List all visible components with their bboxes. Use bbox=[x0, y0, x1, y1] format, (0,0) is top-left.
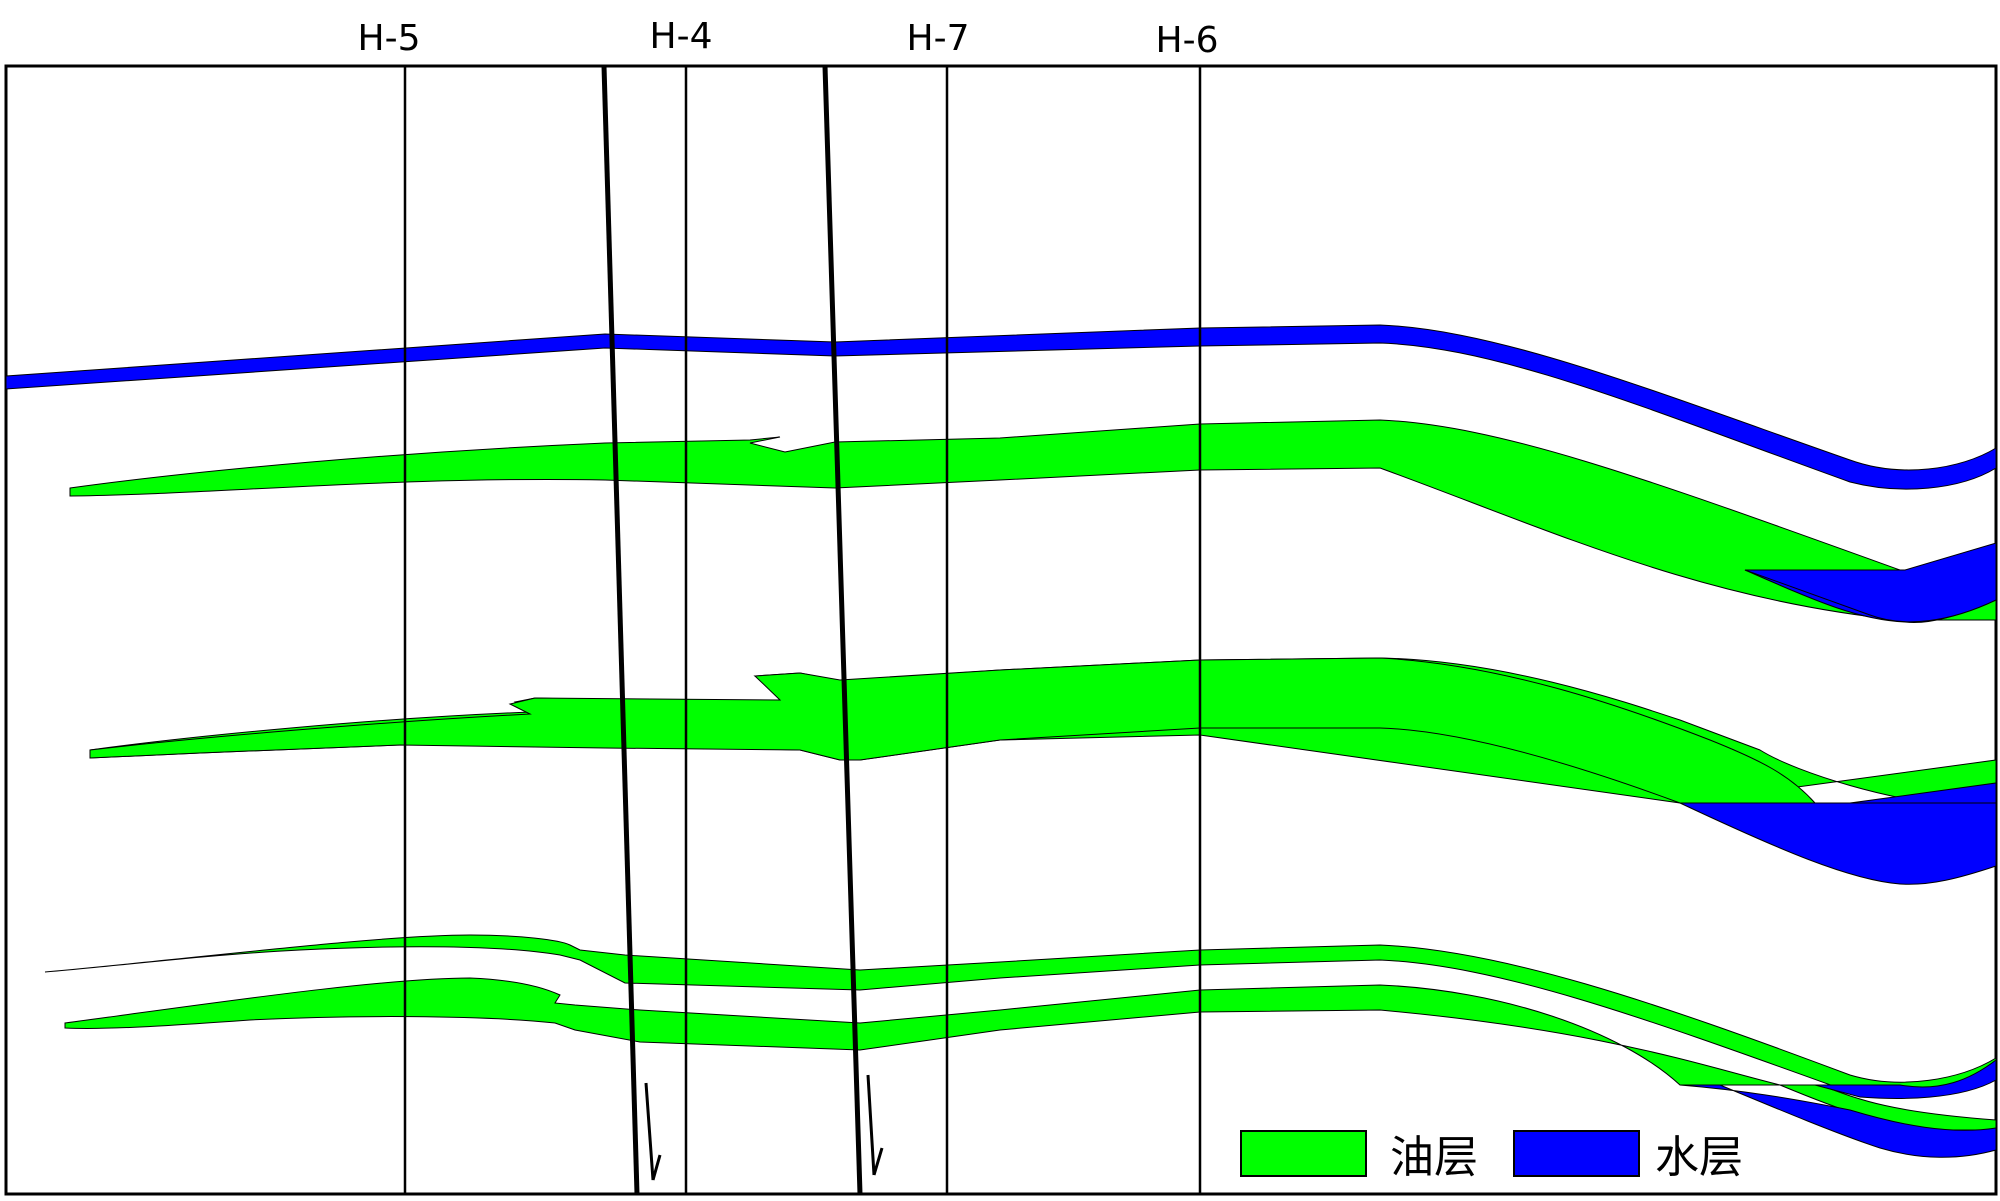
fault-arrows bbox=[644, 1074, 884, 1181]
oil-layer-2-main bbox=[89, 657, 1817, 804]
well-label-h7: H-7 bbox=[907, 18, 970, 59]
fault-2-down-arrow bbox=[866, 1074, 884, 1176]
water-layer-1b bbox=[1744, 542, 1997, 623]
legend-water-swatch bbox=[1513, 1130, 1640, 1177]
legend: 油层 水层 bbox=[1240, 1130, 1743, 1183]
water-layer-2 bbox=[1679, 802, 1997, 885]
fault-1-down-arrow bbox=[644, 1082, 662, 1181]
well-lines bbox=[403, 66, 1202, 1194]
legend-water-label: 水层 bbox=[1655, 1132, 1743, 1183]
fault-2 bbox=[822, 65, 863, 1195]
water-layer-3 bbox=[1679, 1084, 1997, 1158]
well-labels: H-5 H-4 H-7 H-6 bbox=[358, 16, 1219, 61]
fault-1 bbox=[601, 65, 640, 1195]
water-layer-3b bbox=[1814, 1058, 1997, 1099]
water-layer-2b bbox=[1849, 782, 1997, 804]
faults bbox=[601, 65, 863, 1195]
well-label-h4: H-4 bbox=[650, 16, 713, 57]
well-label-h5: H-5 bbox=[358, 18, 421, 59]
legend-oil-swatch bbox=[1240, 1130, 1367, 1177]
strata bbox=[5, 324, 1997, 1158]
well-label-h6: H-6 bbox=[1156, 20, 1219, 61]
legend-oil-label: 油层 bbox=[1390, 1132, 1478, 1183]
water-layer-top bbox=[5, 324, 1997, 490]
